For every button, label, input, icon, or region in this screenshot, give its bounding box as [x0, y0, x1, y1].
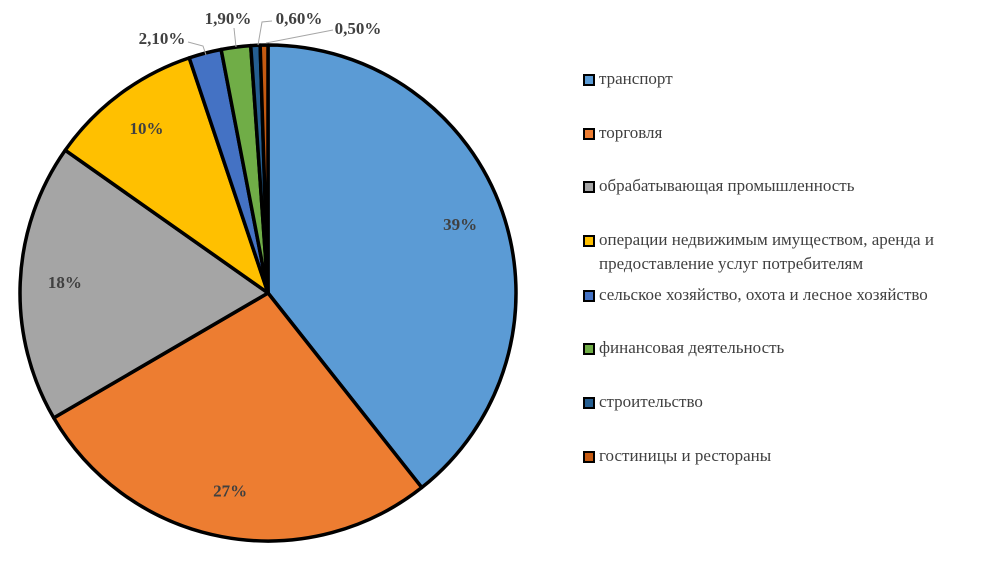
- legend-swatch-6: [583, 343, 595, 355]
- legend-item-7: строительство: [583, 392, 703, 411]
- legend-label-3: обрабатывающая промышленность: [599, 176, 855, 195]
- legend-item-8: гостиницы и рестораны: [583, 446, 772, 465]
- leader-line-8: [265, 29, 334, 44]
- data-label-1: 39%: [443, 215, 477, 234]
- leader-line-7: [257, 20, 273, 46]
- legend-label-2: торговля: [599, 123, 663, 142]
- legend-item-6: финансовая деятельность: [583, 338, 785, 357]
- pie-slice-3: [18, 148, 270, 420]
- legend-label-8: гостиницы и рестораны: [599, 446, 772, 465]
- legend-label-4-line-2: предоставление услуг потребителям: [599, 254, 863, 273]
- data-label-2: 27%: [213, 482, 247, 501]
- legend-item-2: торговля: [583, 123, 663, 142]
- legend-swatch-1: [583, 74, 595, 86]
- legend-item-3: обрабатывающая промышленность: [583, 176, 855, 195]
- pie-slice-1: [266, 43, 518, 490]
- legend-swatch-4: [583, 235, 595, 247]
- legend-swatch-5: [583, 290, 595, 302]
- legend-swatch-8: [583, 451, 595, 463]
- legend-label-7: строительство: [599, 392, 703, 411]
- data-label-5: 2,10%: [139, 29, 186, 48]
- legend-swatch-7: [583, 397, 595, 409]
- legend-label-1: транспорт: [599, 69, 673, 88]
- leader-line-6: [233, 27, 237, 48]
- data-label-4: 10%: [129, 119, 163, 138]
- legend-item-5: сельское хозяйство, охота и лесное хозяй…: [583, 285, 928, 304]
- data-label-6: 1,90%: [205, 9, 252, 28]
- legend-label-4-line-1: операции недвижимым имуществом, аренда и: [599, 230, 934, 249]
- data-label-8: 0,50%: [335, 19, 382, 38]
- legend-label-5: сельское хозяйство, охота и лесное хозяй…: [599, 285, 928, 304]
- pie-slices: [18, 43, 518, 543]
- pie-slice-2: [52, 291, 424, 543]
- legend-label-6: финансовая деятельность: [599, 338, 785, 357]
- legend-swatch-2: [583, 128, 595, 140]
- pie-slice-8: [258, 43, 270, 295]
- legend-swatch-3: [583, 181, 595, 193]
- leader-line-5: [187, 41, 207, 56]
- leader-lines: [187, 20, 334, 56]
- pie-slice-4: [63, 56, 270, 295]
- legend-item-4: операции недвижимым имуществом, аренда и…: [583, 230, 934, 273]
- data-label-7: 0,60%: [276, 9, 323, 28]
- data-label-3: 18%: [48, 273, 82, 292]
- legend: транспорт торговля обрабатывающая промышле…: [583, 69, 934, 465]
- legend-item-1: транспорт: [583, 69, 673, 88]
- data-labels: 39% 27% 18% 10% 2,10% 1,90% 0,60% 0,50%: [48, 9, 477, 501]
